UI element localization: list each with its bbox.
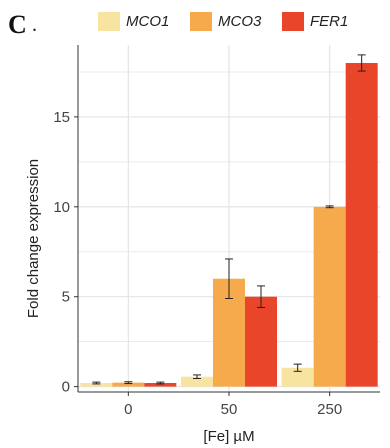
x-axis-title: [Fe] µM [203,428,254,445]
bar-mco1-50 [181,376,213,387]
y-tick-label: 10 [53,199,70,216]
bar-mco3-0 [112,382,145,387]
legend-swatch-fer1 [282,11,304,31]
legend-item-fer1: FER1 [282,10,348,32]
legend-item-mco3: MCO3 [190,10,261,32]
bar-fer1-250 [345,62,378,387]
legend-swatch-mco3 [190,11,212,31]
x-tick-label: 0 [124,401,132,418]
panel-label: C [8,10,27,39]
bar-mco1-0 [80,383,113,387]
y-tick-label: 0 [62,379,70,396]
legend-label-mco3: MCO3 [218,12,262,30]
panel-label-dot: . [32,14,37,36]
legend-swatch-mco1 [98,11,120,31]
bar-mco3-250 [313,206,346,387]
legend-item-mco1: MCO1 [98,10,169,32]
bar-fer1-0 [144,383,177,387]
bar-mco1-250 [281,367,314,387]
bar-fer1-50 [245,296,277,387]
x-tick-label: 250 [317,401,342,418]
y-tick-label: 5 [62,289,70,306]
legend-label-mco1: MCO1 [126,12,170,30]
x-tick-label: 50 [221,401,238,418]
legend-label-fer1: FER1 [310,12,349,30]
y-axis-title: Fold change expression [25,159,42,318]
y-tick-label: 15 [53,109,70,126]
